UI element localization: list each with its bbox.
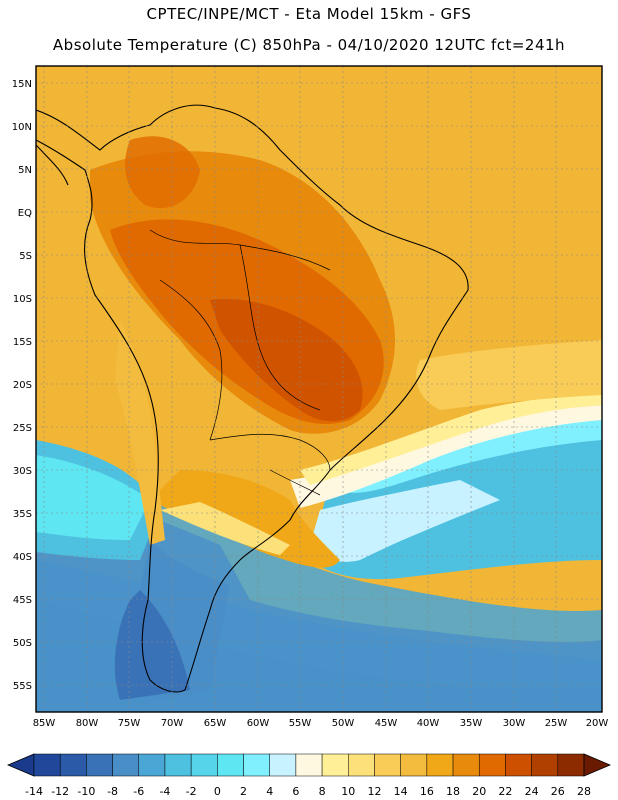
lon-label: 50W (332, 718, 355, 729)
lon-label: 65W (204, 718, 227, 729)
colorbar-tick-label: 24 (525, 785, 539, 798)
colorbar-tick-label: 28 (577, 785, 591, 798)
colorbar-tick-label: 12 (367, 785, 381, 798)
colorbar-left-arrow (6, 753, 35, 777)
colorbar-swatch (138, 753, 166, 777)
lat-label: 40S (13, 552, 32, 563)
colorbar-swatch (269, 753, 297, 777)
lat-label: 20S (13, 380, 32, 391)
lat-label: 10S (13, 294, 32, 305)
colorbar-tick-label: 8 (319, 785, 326, 798)
colorbar-swatch (400, 753, 428, 777)
lat-label: 50S (13, 638, 32, 649)
colorbar-tick-label: -8 (107, 785, 118, 798)
colorbar-tick-label: 20 (472, 785, 486, 798)
lon-label: 35W (460, 718, 483, 729)
lat-label: 10N (12, 122, 32, 133)
colorbar-swatch (112, 753, 140, 777)
colorbar: -14 -12 -10 -8 -6 -4 -2 0 2 4 6 8 10 12 14 16 18 20 22 24 26… (6, 753, 612, 798)
lat-label: 5S (19, 251, 32, 262)
lon-label: 75W (118, 718, 141, 729)
colorbar-swatch (86, 753, 113, 777)
lon-label: 80W (76, 718, 99, 729)
colorbar-tick-label: -4 (159, 785, 170, 798)
lon-label: 45W (375, 718, 398, 729)
lat-label: 30S (13, 466, 32, 477)
colorbar-tick-label: -12 (51, 785, 69, 798)
colorbar-tick-label: -6 (133, 785, 144, 798)
chart-title-line1: CPTEC/INPE/MCT - Eta Model 15km - GFS (146, 5, 472, 23)
lon-label: 30W (503, 718, 526, 729)
colorbar-tick-label: -2 (186, 785, 197, 798)
lat-label: 35S (13, 509, 32, 520)
colorbar-tick-label: 22 (498, 785, 512, 798)
coastline (36, 104, 469, 693)
colorbar-swatch (557, 753, 585, 777)
colorbar-swatch (321, 753, 349, 777)
colorbar-swatch (217, 753, 244, 777)
colorbar-swatch (295, 753, 323, 777)
lon-label: 85W (33, 718, 56, 729)
grid-lines (36, 66, 602, 712)
colorbar-tick-label: 14 (394, 785, 408, 798)
colorbar-swatch (243, 753, 270, 777)
lon-label: 25W (545, 718, 568, 729)
colorbar-tick-label: -14 (25, 785, 43, 798)
longitude-axis: 85W 80W 75W 70W 65W 60W 55W 50W 45W 40W … (33, 718, 609, 729)
colorbar-right-arrow (583, 753, 612, 777)
lat-label: 25S (13, 423, 32, 434)
lat-label: EQ (18, 208, 32, 219)
lon-label: 55W (289, 718, 312, 729)
temperature-field (36, 66, 602, 712)
colorbar-tick-label: 0 (214, 785, 221, 798)
colorbar-swatch (531, 753, 559, 777)
lon-label: 60W (247, 718, 270, 729)
lon-label: 70W (161, 718, 184, 729)
colorbar-tick-label: 4 (266, 785, 273, 798)
colorbar-swatch (59, 753, 87, 777)
colorbar-swatch (190, 753, 218, 777)
colorbar-tick-label: 6 (292, 785, 299, 798)
lat-label: 55S (13, 681, 32, 692)
colorbar-swatch (164, 753, 192, 777)
colorbar-swatch (348, 753, 375, 777)
colorbar-swatch (452, 753, 480, 777)
latitude-axis: 15N 10N 5N EQ 5S 10S 15S 20S 25S 30S 35S… (12, 79, 32, 692)
colorbar-tick-label: 10 (341, 785, 355, 798)
colorbar-tick-label: 18 (446, 785, 460, 798)
colorbar-labels: -14 -12 -10 -8 -6 -4 -2 0 2 4 6 8 10 12 14 16 18 20 22 24 26… (25, 785, 591, 798)
lat-label: 15N (12, 79, 32, 90)
colorbar-tick-label: 16 (420, 785, 434, 798)
lat-label: 45S (13, 595, 32, 606)
chart-title-line2: Absolute Temperature (C) 850hPa - 04/10/… (52, 36, 566, 54)
colorbar-tick-label: 2 (240, 785, 247, 798)
colorbar-swatches (33, 753, 585, 777)
colorbar-swatch (33, 753, 61, 777)
lon-label: 40W (417, 718, 440, 729)
colorbar-swatch (478, 753, 506, 777)
lon-label: 20W (586, 718, 609, 729)
colorbar-tick-label: 26 (551, 785, 565, 798)
colorbar-swatch (505, 753, 532, 777)
colorbar-tick-label: -10 (77, 785, 95, 798)
colorbar-swatch (426, 753, 454, 777)
lat-label: 15S (13, 337, 32, 348)
map-frame (35, 65, 603, 713)
lat-label: 5N (18, 165, 32, 176)
colorbar-swatch (374, 753, 401, 777)
country-borders (149, 229, 331, 496)
